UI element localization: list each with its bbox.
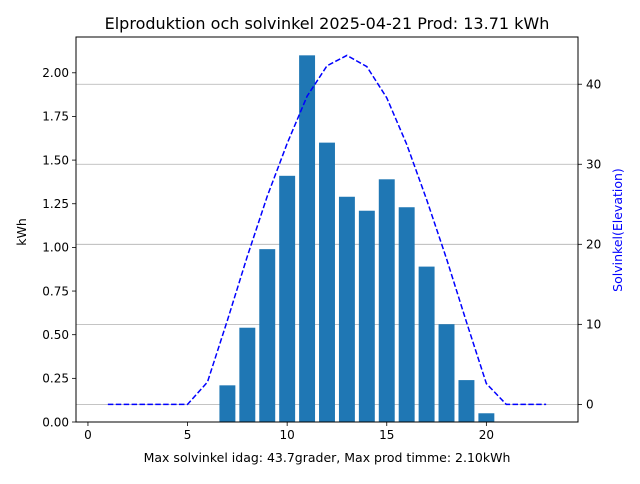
y2-tick-label-4: 40 — [586, 78, 601, 92]
bar-17 — [418, 266, 435, 422]
y2-tick-label-3: 30 — [586, 158, 601, 172]
x-axis: 0 5 10 15 20 — [84, 422, 494, 442]
y-tick-label-2: 0.50 — [42, 328, 69, 342]
bar-15 — [378, 179, 395, 422]
bar-18 — [438, 324, 455, 422]
y2-tick-label-1: 10 — [586, 318, 601, 332]
bar-13 — [338, 196, 355, 422]
x-axis-label: Max solvinkel idag: 43.7grader, Max prod… — [144, 450, 511, 465]
y-axis-label: kWh — [14, 218, 29, 246]
x-tick-label-20: 20 — [479, 428, 494, 442]
y-axis-right: 0 10 20 30 40 — [578, 78, 601, 412]
x-tick-label-5: 5 — [184, 428, 192, 442]
production-bars — [219, 55, 495, 422]
plot-frame — [75, 36, 579, 423]
y2-axis-label: Solvinkel(Elevation) — [610, 168, 625, 292]
chart-title: Elproduktion och solvinkel 2025-04-21 Pr… — [105, 14, 550, 33]
y-tick-label-6: 1.50 — [42, 153, 69, 167]
bar-10 — [279, 175, 296, 422]
bar-11 — [299, 55, 316, 422]
bar-12 — [319, 142, 335, 422]
x-tick-label-15: 15 — [379, 428, 394, 442]
y-tick-label-0: 0.00 — [42, 415, 69, 429]
x-tick-label-0: 0 — [84, 428, 92, 442]
bar-20 — [478, 413, 495, 422]
y-tick-label-4: 1.00 — [42, 241, 69, 255]
bar-8 — [239, 327, 256, 422]
bar-16 — [398, 207, 415, 422]
y-tick-label-5: 1.25 — [42, 197, 69, 211]
y-tick-label-7: 1.75 — [42, 110, 69, 124]
y-tick-label-1: 0.25 — [42, 372, 69, 386]
bar-19 — [458, 380, 475, 422]
x-tick-label-10: 10 — [280, 428, 295, 442]
bar-14 — [358, 210, 375, 422]
y-tick-label-8: 2.00 — [42, 66, 69, 80]
elevation-series — [107, 54, 547, 406]
y2-tick-label-0: 0 — [586, 398, 594, 412]
y-axis-left: 0.00 0.25 0.50 0.75 1.00 1.25 1.50 1.75 2.00 — [42, 66, 76, 429]
bar-7 — [219, 385, 236, 422]
elevation-line — [107, 54, 547, 406]
bar-9 — [259, 249, 276, 422]
y-tick-label-3: 0.75 — [42, 284, 69, 298]
y2-tick-label-2: 20 — [586, 238, 601, 252]
